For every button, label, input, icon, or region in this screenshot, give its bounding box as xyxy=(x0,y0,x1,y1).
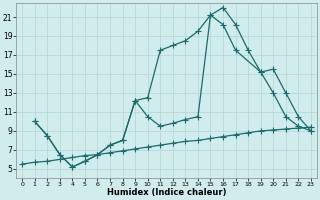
X-axis label: Humidex (Indice chaleur): Humidex (Indice chaleur) xyxy=(107,188,226,197)
